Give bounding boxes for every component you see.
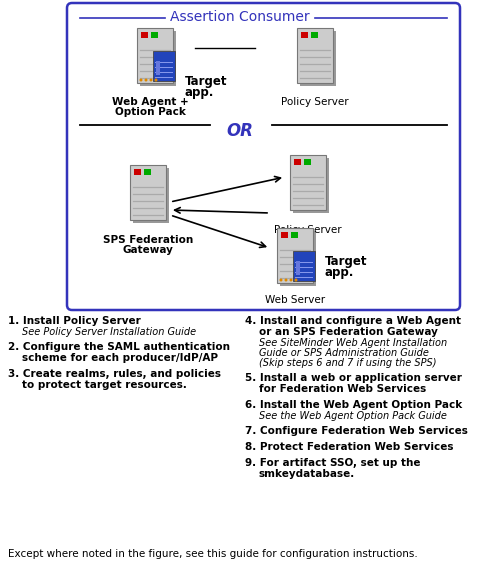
Bar bbox=[290, 232, 298, 238]
Circle shape bbox=[154, 78, 157, 82]
Bar bbox=[134, 169, 141, 175]
Text: or an SPS Federation Gateway: or an SPS Federation Gateway bbox=[258, 327, 437, 337]
Bar bbox=[292, 158, 328, 213]
Text: See Policy Server Installation Guide: See Policy Server Installation Guide bbox=[22, 327, 196, 337]
Text: Policy Server: Policy Server bbox=[281, 97, 348, 107]
Text: Target: Target bbox=[185, 75, 227, 88]
Text: 7. Configure Federation Web Services: 7. Configure Federation Web Services bbox=[244, 426, 467, 436]
Circle shape bbox=[144, 78, 147, 82]
Circle shape bbox=[149, 78, 152, 82]
Bar bbox=[133, 168, 168, 223]
Bar bbox=[293, 159, 300, 165]
Circle shape bbox=[284, 278, 287, 281]
Bar bbox=[295, 261, 300, 275]
Bar bbox=[141, 32, 148, 38]
Text: Guide or SPS Administration Guide: Guide or SPS Administration Guide bbox=[258, 348, 428, 358]
Text: 9. For artifact SSO, set up the: 9. For artifact SSO, set up the bbox=[244, 458, 420, 468]
Text: Except where noted in the figure, see this guide for configuration instructions.: Except where noted in the figure, see th… bbox=[8, 549, 417, 559]
Bar bbox=[151, 32, 157, 38]
Bar bbox=[156, 61, 160, 75]
Text: 6. Install the Web Agent Option Pack: 6. Install the Web Agent Option Pack bbox=[244, 400, 461, 410]
Bar bbox=[144, 169, 151, 175]
Bar bbox=[303, 159, 311, 165]
Text: smkeydatabase.: smkeydatabase. bbox=[258, 469, 355, 479]
Bar bbox=[140, 31, 176, 86]
Text: 4. Install and configure a Web Agent: 4. Install and configure a Web Agent bbox=[244, 316, 460, 326]
Text: Option Pack: Option Pack bbox=[114, 107, 185, 117]
Bar bbox=[137, 28, 173, 83]
Circle shape bbox=[289, 278, 292, 281]
Text: SPS Federation: SPS Federation bbox=[103, 235, 193, 245]
Text: (Skip steps 6 and 7 if using the SPS): (Skip steps 6 and 7 if using the SPS) bbox=[258, 358, 435, 368]
Bar bbox=[276, 228, 312, 283]
Bar bbox=[289, 155, 325, 210]
Text: Gateway: Gateway bbox=[122, 245, 173, 255]
Text: Web Agent +: Web Agent + bbox=[111, 97, 188, 107]
Circle shape bbox=[279, 278, 282, 281]
Bar bbox=[300, 31, 336, 86]
Text: to protect target resources.: to protect target resources. bbox=[22, 380, 187, 390]
FancyBboxPatch shape bbox=[67, 3, 459, 310]
Bar bbox=[280, 232, 288, 238]
Text: 2. Configure the SAML authentication: 2. Configure the SAML authentication bbox=[8, 342, 229, 352]
Text: 5. Install a web or application server: 5. Install a web or application server bbox=[244, 373, 461, 383]
Text: OR: OR bbox=[226, 122, 253, 140]
Bar bbox=[279, 231, 315, 286]
Bar bbox=[130, 165, 166, 220]
Bar bbox=[296, 28, 332, 83]
Text: Policy Server: Policy Server bbox=[274, 225, 341, 235]
Circle shape bbox=[139, 78, 142, 82]
Bar bbox=[292, 251, 314, 281]
Text: app.: app. bbox=[324, 266, 354, 279]
Text: app.: app. bbox=[185, 86, 214, 99]
Circle shape bbox=[294, 278, 297, 281]
Bar bbox=[311, 32, 317, 38]
Bar bbox=[153, 51, 175, 81]
Text: scheme for each producer/IdP/AP: scheme for each producer/IdP/AP bbox=[22, 353, 217, 363]
Bar bbox=[300, 32, 307, 38]
Text: Web Server: Web Server bbox=[264, 295, 324, 305]
Text: Assertion Consumer: Assertion Consumer bbox=[170, 10, 309, 24]
Text: See SiteMinder Web Agent Installation: See SiteMinder Web Agent Installation bbox=[258, 338, 446, 348]
Text: Target: Target bbox=[324, 255, 367, 268]
Text: See the Web Agent Option Pack Guide: See the Web Agent Option Pack Guide bbox=[258, 411, 446, 421]
Text: 1. Install Policy Server: 1. Install Policy Server bbox=[8, 316, 141, 326]
Text: 8. Protect Federation Web Services: 8. Protect Federation Web Services bbox=[244, 442, 453, 452]
Text: 3. Create realms, rules, and policies: 3. Create realms, rules, and policies bbox=[8, 369, 220, 379]
Text: for Federation Web Services: for Federation Web Services bbox=[258, 384, 425, 394]
